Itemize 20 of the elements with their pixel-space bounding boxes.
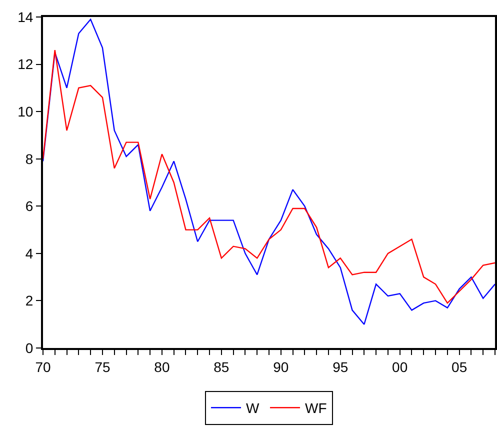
x-tick-label: 70 [35, 358, 51, 375]
y-tick-label: 8 [25, 150, 34, 167]
x-tick-label: 85 [214, 358, 230, 375]
x-tick-label: 00 [392, 358, 408, 375]
x-tick-label: 05 [452, 358, 468, 375]
y-tick-label: 6 [25, 198, 34, 214]
y-tick-label: 0 [25, 340, 34, 356]
legend-label: WF [305, 400, 327, 416]
line-series [43, 18, 495, 325]
x-tick-label: 80 [154, 358, 170, 375]
y-tick-label: 10 [18, 103, 34, 120]
x-tick-label: 95 [332, 358, 348, 375]
legend-label: W [246, 400, 260, 416]
y-tick-label: 2 [25, 292, 34, 309]
y-tick-label: 4 [25, 245, 34, 262]
y-tick-label: 12 [18, 56, 34, 72]
y-tick-label: 14 [18, 8, 34, 25]
x-tick-label: 90 [273, 358, 289, 375]
x-tick-label: 75 [94, 358, 110, 375]
line-series [43, 50, 495, 304]
